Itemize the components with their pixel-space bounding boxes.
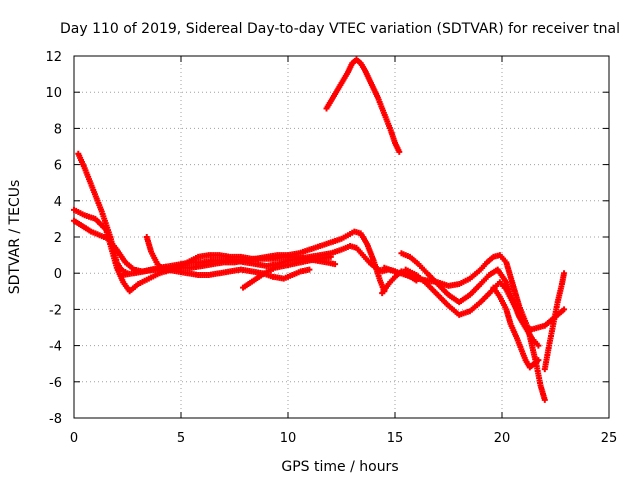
series-sat-k bbox=[490, 284, 542, 371]
x-axis-label: GPS time / hours bbox=[281, 459, 398, 475]
y-tick-label: 2 bbox=[54, 231, 62, 246]
axis-ticks bbox=[73, 55, 610, 419]
chart-title: Day 110 of 2019, Sidereal Day-to-day VTE… bbox=[60, 21, 620, 37]
data-points bbox=[71, 56, 568, 403]
y-tick-label: 0 bbox=[54, 267, 62, 282]
series-markers bbox=[120, 266, 313, 282]
grid bbox=[74, 56, 609, 418]
series-sat-f bbox=[240, 253, 334, 291]
y-tick-label: 8 bbox=[54, 122, 62, 137]
series-sat-m bbox=[379, 268, 420, 297]
y-tick-label: 4 bbox=[54, 195, 62, 210]
x-tick-label: 15 bbox=[387, 431, 404, 446]
series-markers bbox=[490, 284, 542, 371]
series-markers bbox=[323, 56, 403, 155]
series-sat-l bbox=[541, 270, 568, 373]
x-tick-label: 25 bbox=[601, 431, 618, 446]
series-markers bbox=[402, 266, 542, 349]
series-sat-i bbox=[398, 250, 568, 333]
series-markers bbox=[541, 270, 568, 373]
y-tick-label: -2 bbox=[49, 303, 62, 318]
y-tick-label: 10 bbox=[45, 86, 62, 101]
x-tick-label: 20 bbox=[494, 431, 511, 446]
y-tick-label: -6 bbox=[49, 376, 62, 391]
series-markers bbox=[398, 250, 568, 333]
series-sat-j bbox=[402, 266, 542, 349]
y-tick-label: 12 bbox=[45, 50, 62, 65]
x-tick-label: 5 bbox=[177, 431, 185, 446]
x-tick-label: 10 bbox=[280, 431, 297, 446]
x-tick-label: 0 bbox=[70, 431, 78, 446]
series-sat-g bbox=[323, 56, 403, 155]
series-markers bbox=[379, 268, 420, 297]
series-sat-e bbox=[120, 266, 313, 282]
y-tick-label: -8 bbox=[49, 412, 62, 427]
y-tick-label: -4 bbox=[49, 340, 62, 355]
series-sat-h bbox=[381, 252, 548, 403]
series-sat-d bbox=[143, 234, 339, 275]
series-markers bbox=[240, 253, 334, 291]
x-tick-labels: 0 5 10 15 20 25 bbox=[70, 431, 617, 446]
y-tick-label: 6 bbox=[54, 159, 62, 174]
y-tick-labels: -8 -6 -4 -2 0 2 4 6 8 10 12 bbox=[45, 50, 62, 427]
y-axis-label: SDTVAR / TECUs bbox=[7, 180, 23, 295]
